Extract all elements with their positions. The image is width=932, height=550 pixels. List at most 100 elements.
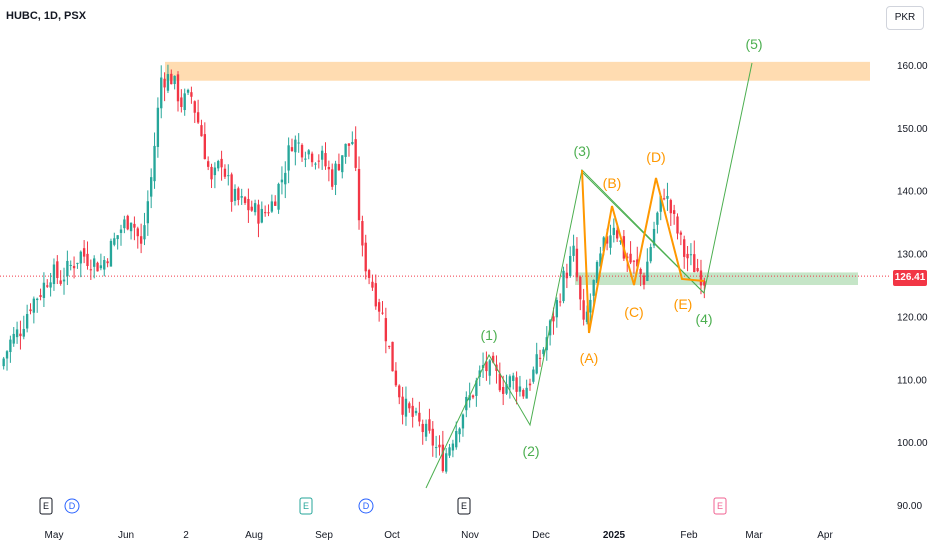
candle-body [297,142,300,144]
candle-body [652,228,656,246]
time-axis[interactable]: May Jun 2 Aug Sep Oct Nov Dec 2025 Feb Mar Apr [45,530,834,541]
candle-body [636,259,639,267]
candle-body [522,390,525,397]
candle-body [253,203,257,213]
x-tick-label: Aug [245,530,263,541]
support-zone [575,272,858,285]
candle-body [324,153,327,167]
candle-body [82,248,86,257]
y-tick-label: 130.00 [897,250,928,261]
candle-body [186,89,190,93]
candle-body [696,268,699,272]
candle-body [565,272,569,279]
candle-body [632,260,636,262]
candle-body [488,360,491,376]
candle-body [662,198,666,200]
candle-body [518,386,522,392]
candle-body [5,351,9,359]
candle-body [233,188,237,201]
candle-body [327,166,331,170]
candle-body [672,210,676,214]
candle-body [361,221,364,246]
candle-body [220,158,223,168]
y-tick-label: 150.00 [897,124,928,135]
candle-body [575,248,579,278]
zones-layer [0,61,890,285]
candle-body [22,328,25,337]
candle-body [508,376,512,388]
candle-body [190,92,193,97]
candle-body [374,283,377,307]
green-wave-label-4: (4) [695,311,712,327]
candle-body [434,447,438,449]
candle-body [150,177,153,197]
x-tick-label: Jun [118,530,134,541]
candle-body [381,312,384,314]
y-tick-label: 140.00 [897,187,928,198]
dividend-event-label: D [363,501,370,511]
candle-body [331,169,334,187]
earnings-event-label: E [461,501,467,511]
candle-body [116,235,119,240]
candle-body [243,197,247,203]
x-tick-label: Nov [461,530,479,541]
candle-body [36,298,39,301]
candle-body [119,229,123,233]
dividend-event-label: D [69,501,76,511]
candle-body [609,235,612,248]
candle-body [512,375,515,381]
earnings-event-icon [457,497,471,515]
currency-button[interactable]: PKR [886,6,924,30]
candle-body [153,145,156,182]
candle-body [59,280,62,284]
candle-body [69,264,72,266]
candle-body [260,208,263,223]
candle-body [46,285,49,287]
candle-body [659,196,662,212]
candle-body [451,443,455,451]
earnings-event-icon [39,497,53,515]
candle-body [39,295,42,298]
candle-body [287,145,290,171]
candle-body [605,236,609,244]
candle-body [532,369,535,382]
candle-body [49,282,52,288]
candle-body [52,264,56,285]
candle-body [341,155,344,173]
candle-body [96,262,99,272]
candle-body [639,268,642,275]
candle-body [656,212,659,225]
candle-body [62,279,66,282]
candle-body [676,216,679,234]
candle-body [263,212,267,214]
candle-body [106,261,109,264]
candle-body [166,74,170,91]
candle-body [334,163,337,185]
candle-body [86,253,89,267]
candle-body [666,195,669,199]
candle-body [193,101,196,113]
candle-body [535,354,538,374]
price-axis[interactable]: 160.00 150.00 140.00 130.00 120.00 110.00 100.… [897,61,928,512]
candle-body [290,147,294,152]
candle-body [143,225,146,240]
candle-body [619,240,622,242]
candle-body [391,341,394,372]
candle-body [247,198,250,211]
candle-body [491,355,495,363]
candle-body [123,219,126,229]
candle-body [72,265,76,269]
dividend-event-icon [358,498,374,514]
y-tick-label: 160.00 [897,61,928,72]
candle-body [337,164,341,171]
candle-body [206,161,210,167]
candle-body [76,262,79,264]
candle-body [93,258,96,267]
candle-body [113,238,116,245]
candle-body [431,428,434,446]
candle-body [284,172,287,185]
candle-body [354,139,357,168]
x-tick-label: Oct [384,530,400,541]
candle-body [304,158,307,160]
